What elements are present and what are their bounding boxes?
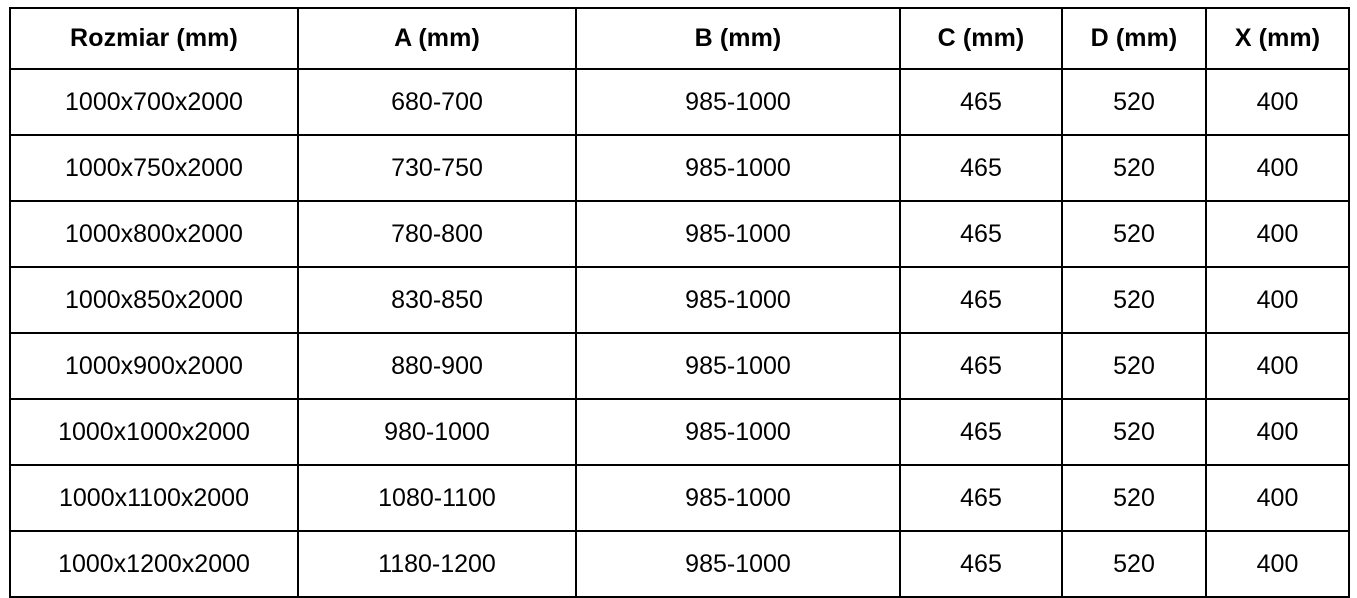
cell-b: 985-1000 (575, 200, 901, 268)
cell-d: 520 (1061, 134, 1207, 202)
cell-a: 730-750 (297, 134, 577, 202)
cell-a: 980-1000 (297, 398, 577, 466)
cell-b: 985-1000 (575, 332, 901, 400)
cell-x: 400 (1205, 266, 1350, 334)
cell-b: 985-1000 (575, 134, 901, 202)
table-header-row: Rozmiar (mm) A (mm) B (mm) C (mm) D (mm)… (9, 7, 1350, 70)
cell-a: 880-900 (297, 332, 577, 400)
cell-x: 400 (1205, 332, 1350, 400)
cell-d: 520 (1061, 530, 1207, 598)
column-header-x: X (mm) (1205, 7, 1350, 70)
cell-a: 1080-1100 (297, 464, 577, 532)
cell-size: 1000x1000x2000 (9, 398, 299, 466)
column-header-size: Rozmiar (mm) (9, 7, 299, 70)
column-header-b: B (mm) (575, 7, 901, 70)
cell-a: 780-800 (297, 200, 577, 268)
table-row: 1000x900x2000 880-900 985-1000 465 520 4… (9, 332, 1350, 400)
cell-c: 465 (899, 398, 1063, 466)
cell-b: 985-1000 (575, 68, 901, 136)
table-row: 1000x850x2000 830-850 985-1000 465 520 4… (9, 266, 1350, 334)
cell-size: 1000x850x2000 (9, 266, 299, 334)
cell-b: 985-1000 (575, 530, 901, 598)
cell-b: 985-1000 (575, 464, 901, 532)
cell-d: 520 (1061, 464, 1207, 532)
cell-b: 985-1000 (575, 266, 901, 334)
table-body: 1000x700x2000 680-700 985-1000 465 520 4… (9, 68, 1350, 598)
table-row: 1000x700x2000 680-700 985-1000 465 520 4… (9, 68, 1350, 136)
cell-x: 400 (1205, 398, 1350, 466)
column-header-a: A (mm) (297, 7, 577, 70)
table-row: 1000x1100x2000 1080-1100 985-1000 465 52… (9, 464, 1350, 532)
cell-x: 400 (1205, 68, 1350, 136)
cell-size: 1000x750x2000 (9, 134, 299, 202)
cell-size: 1000x800x2000 (9, 200, 299, 268)
dimensions-table-wrapper: Rozmiar (mm) A (mm) B (mm) C (mm) D (mm)… (9, 7, 1350, 598)
cell-c: 465 (899, 200, 1063, 268)
cell-x: 400 (1205, 464, 1350, 532)
column-header-c: C (mm) (899, 7, 1063, 70)
cell-size: 1000x900x2000 (9, 332, 299, 400)
cell-c: 465 (899, 464, 1063, 532)
cell-d: 520 (1061, 200, 1207, 268)
cell-d: 520 (1061, 68, 1207, 136)
table-row: 1000x1000x2000 980-1000 985-1000 465 520… (9, 398, 1350, 466)
table-row: 1000x800x2000 780-800 985-1000 465 520 4… (9, 200, 1350, 268)
cell-d: 520 (1061, 398, 1207, 466)
cell-c: 465 (899, 68, 1063, 136)
column-header-d: D (mm) (1061, 7, 1207, 70)
cell-x: 400 (1205, 134, 1350, 202)
cell-c: 465 (899, 530, 1063, 598)
cell-size: 1000x1100x2000 (9, 464, 299, 532)
cell-c: 465 (899, 266, 1063, 334)
cell-a: 830-850 (297, 266, 577, 334)
cell-x: 400 (1205, 530, 1350, 598)
cell-d: 520 (1061, 332, 1207, 400)
cell-c: 465 (899, 134, 1063, 202)
cell-x: 400 (1205, 200, 1350, 268)
table-row: 1000x1200x2000 1180-1200 985-1000 465 52… (9, 530, 1350, 598)
cell-size: 1000x700x2000 (9, 68, 299, 136)
cell-d: 520 (1061, 266, 1207, 334)
cell-c: 465 (899, 332, 1063, 400)
cell-a: 680-700 (297, 68, 577, 136)
table-row: 1000x750x2000 730-750 985-1000 465 520 4… (9, 134, 1350, 202)
dimensions-table: Rozmiar (mm) A (mm) B (mm) C (mm) D (mm)… (9, 7, 1350, 598)
cell-size: 1000x1200x2000 (9, 530, 299, 598)
cell-a: 1180-1200 (297, 530, 577, 598)
cell-b: 985-1000 (575, 398, 901, 466)
table-header: Rozmiar (mm) A (mm) B (mm) C (mm) D (mm)… (9, 7, 1350, 70)
